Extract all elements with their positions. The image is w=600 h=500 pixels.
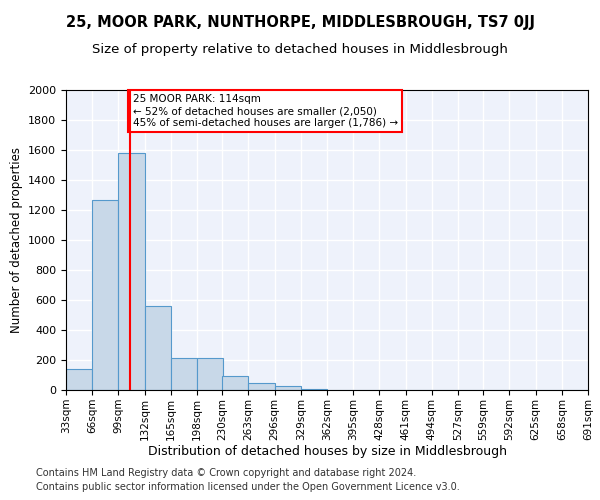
Bar (145, 306, 171, 390)
Bar (275, 386, 301, 390)
Bar (92, 200, 118, 390)
Bar (197, 358, 223, 390)
Bar (301, 389, 327, 390)
Bar (248, 382, 275, 390)
Text: Contains HM Land Registry data © Crown copyright and database right 2024.: Contains HM Land Registry data © Crown c… (36, 468, 416, 477)
Y-axis label: Number of detached properties: Number of detached properties (10, 147, 23, 333)
Text: 25, MOOR PARK, NUNTHORPE, MIDDLESBROUGH, TS7 0JJ: 25, MOOR PARK, NUNTHORPE, MIDDLESBROUGH,… (65, 15, 535, 30)
Bar (171, 358, 197, 390)
Bar (66, 369, 92, 390)
X-axis label: Distribution of detached houses by size in Middlesbrough: Distribution of detached houses by size … (148, 446, 506, 458)
Text: 25 MOOR PARK: 114sqm
← 52% of detached houses are smaller (2,050)
45% of semi-de: 25 MOOR PARK: 114sqm ← 52% of detached h… (133, 94, 398, 128)
Bar (118, 153, 145, 390)
Text: Contains public sector information licensed under the Open Government Licence v3: Contains public sector information licen… (36, 482, 460, 492)
Bar (222, 376, 248, 390)
Text: Size of property relative to detached houses in Middlesbrough: Size of property relative to detached ho… (92, 42, 508, 56)
